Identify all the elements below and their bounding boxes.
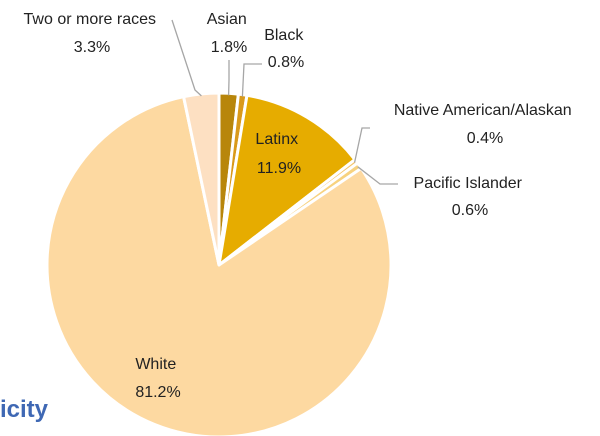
leader-lines (171, 19, 398, 185)
section-heading-fragment: icity (0, 396, 49, 423)
slice-label-value: 0.6% (452, 202, 488, 219)
label-latinx: Latinx 11.9% (255, 131, 302, 177)
slice-label-value: 0.4% (467, 130, 503, 147)
slice-label-value: 81.2% (135, 384, 180, 401)
leader-line-two-or-more (171, 19, 202, 97)
slice-label-name: White (135, 356, 176, 373)
slice-label-name: Asian (207, 11, 247, 28)
label-pacific-islander: Pacific Islander 0.6% (414, 175, 527, 219)
pie-slice-two-or-more-races (182, 91, 221, 267)
slice-label-name: Pacific Islander (414, 175, 523, 192)
leader-line-black (241, 63, 262, 97)
slice-label-value: 0.8% (268, 54, 304, 71)
slice-label-name: Two or more races (24, 11, 156, 28)
label-asian: Asian 1.8% (207, 11, 251, 56)
slice-label-value: 11.9% (257, 160, 301, 177)
label-white: White 81.2% (135, 356, 180, 401)
pie-slices (45, 91, 393, 436)
slice-label-name: Black (264, 27, 304, 44)
slice-label-value: 3.3% (74, 39, 110, 56)
slice-labels: Two or more races 3.3% Asian 1.8% Black … (24, 11, 576, 401)
label-two-or-more: Two or more races 3.3% (24, 11, 161, 56)
leader-line-native-american (353, 127, 370, 163)
slice-label-value: 1.8% (211, 39, 247, 56)
pie-slice-latinx (217, 93, 357, 267)
leader-line-pacific-islander (357, 166, 398, 185)
label-black: Black 0.8% (264, 27, 308, 71)
label-native-american: Native American/Alaskan 0.4% (394, 102, 576, 147)
slice-label-name: Latinx (255, 131, 298, 148)
slice-label-name: Native American/Alaskan (394, 102, 572, 119)
